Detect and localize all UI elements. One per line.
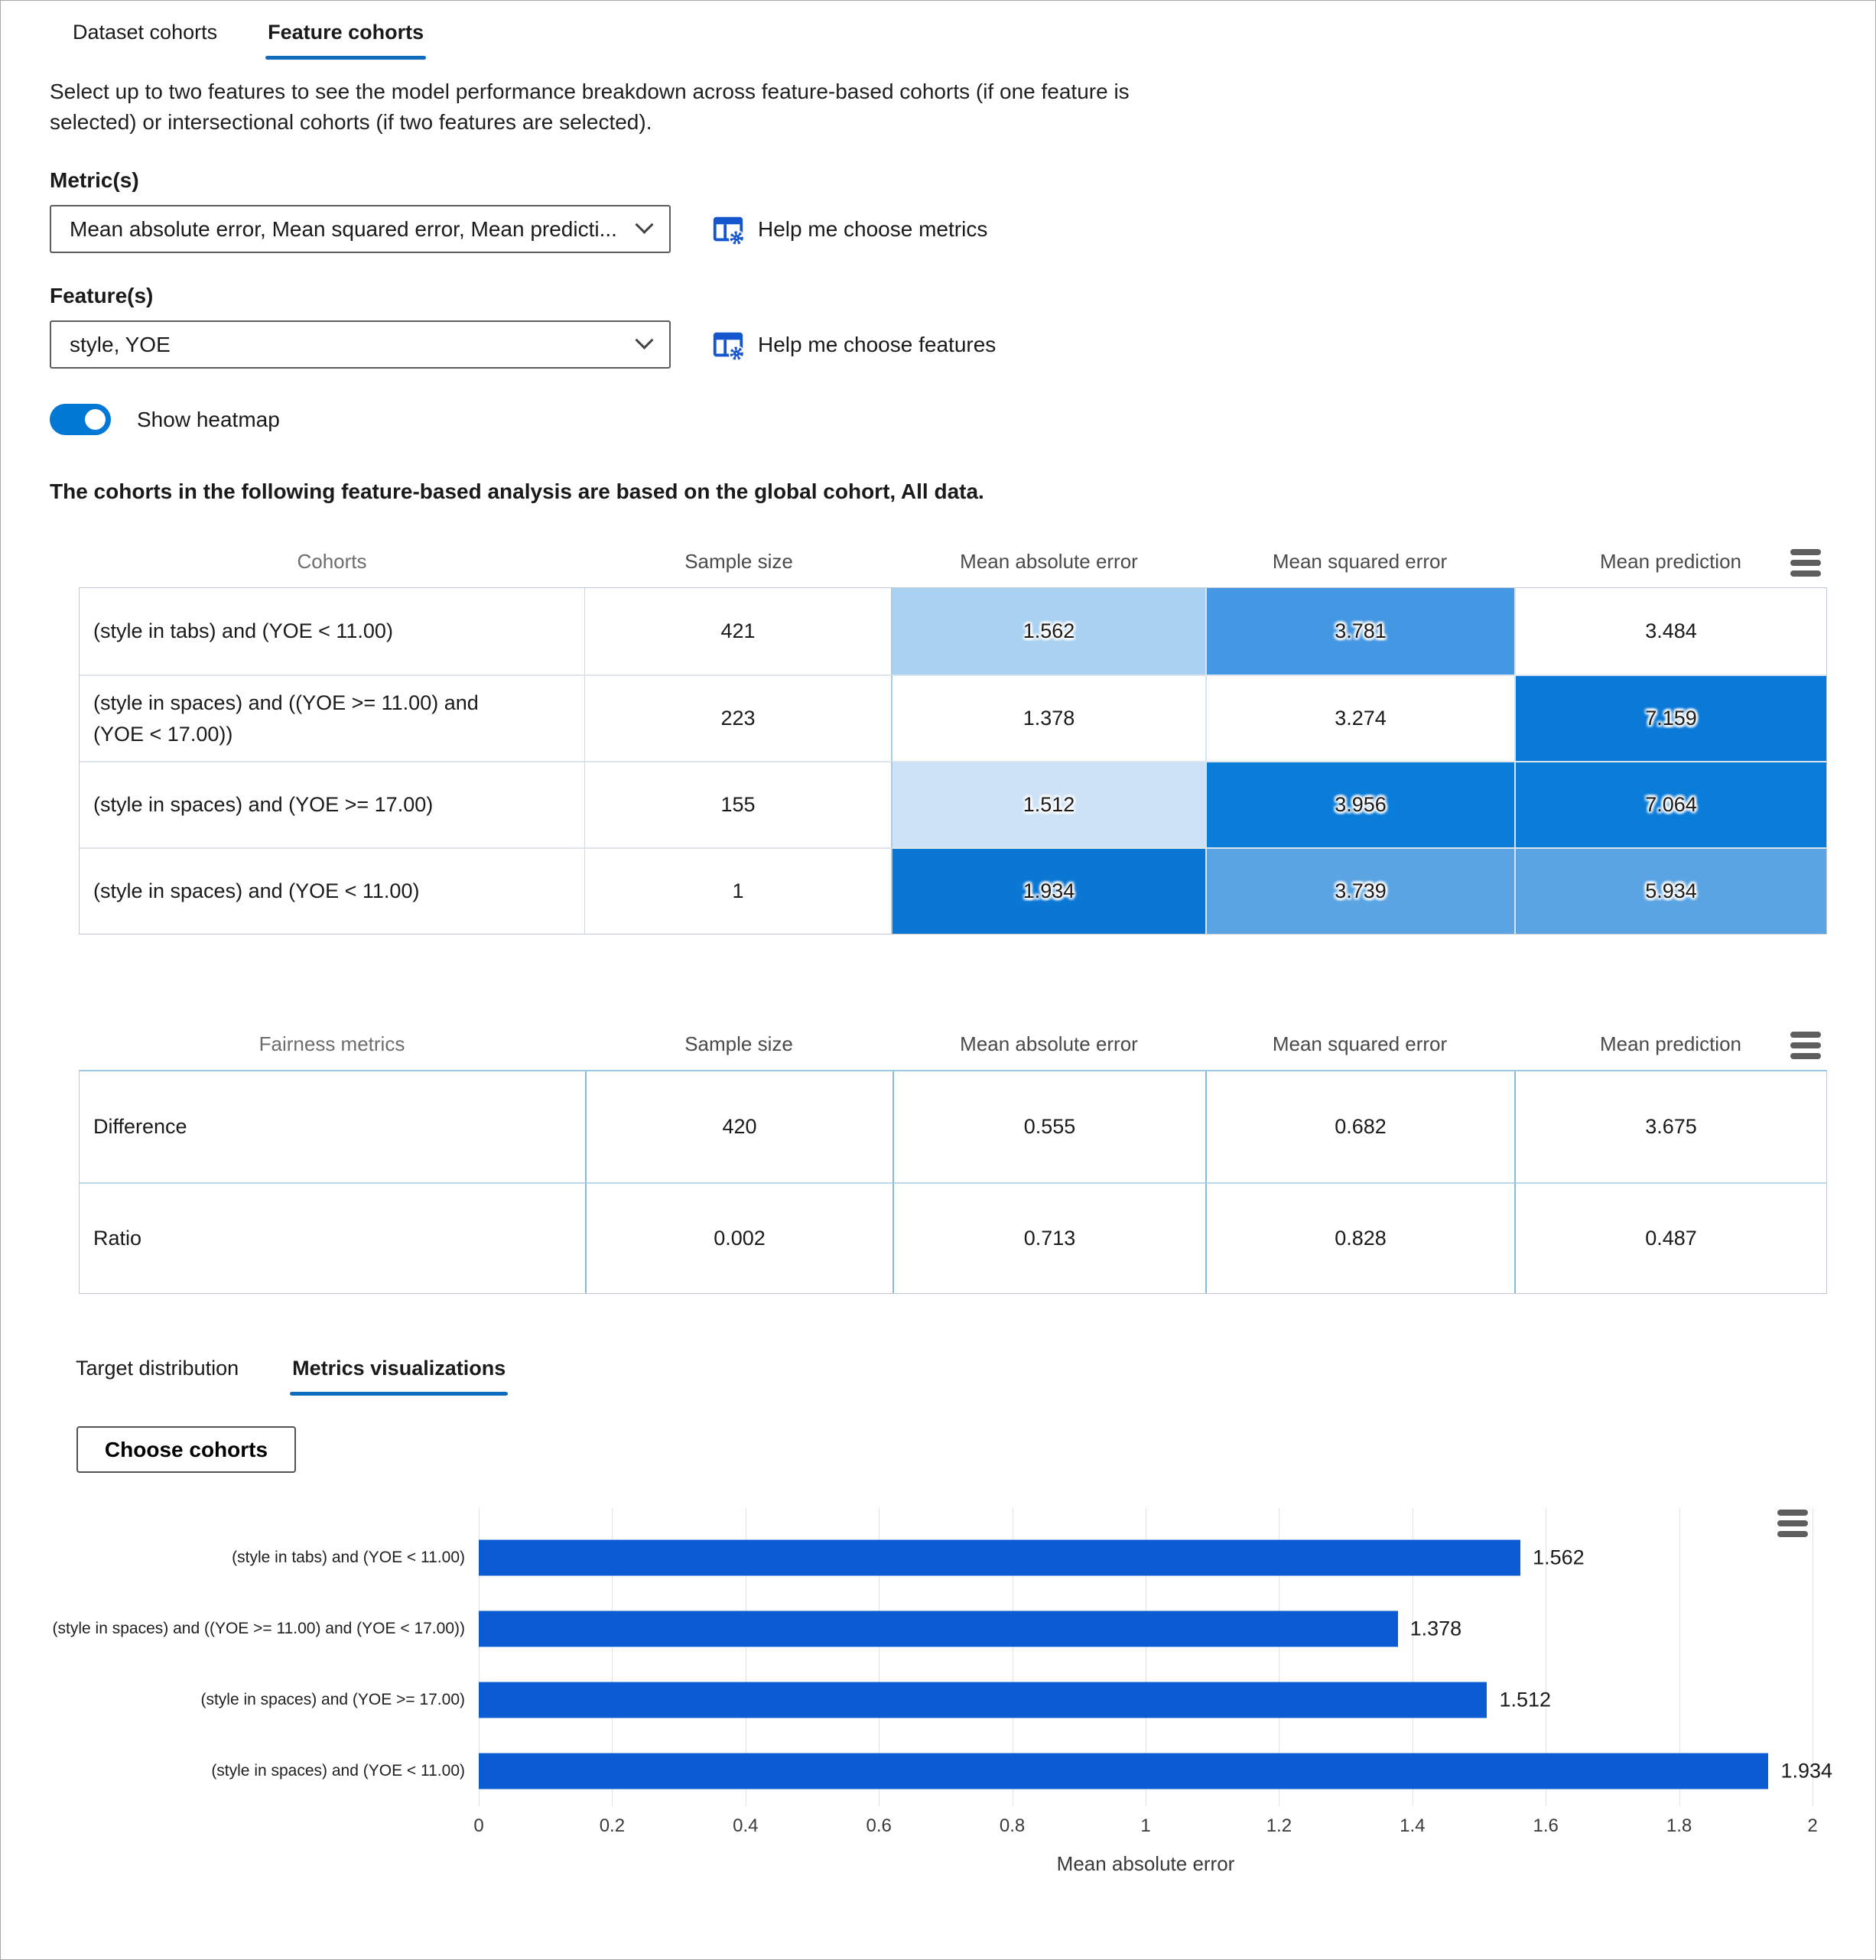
cohort-name: (style in spaces) and (YOE >= 17.00) <box>80 761 585 848</box>
cohort-tabs: Dataset cohorts Feature cohorts <box>50 8 1826 60</box>
page-description: Select up to two features to see the mod… <box>50 80 1130 135</box>
sample-size-cell: 1 <box>585 847 892 934</box>
heatmap-cell: 3.781 <box>1205 588 1514 675</box>
chart-row: (style in spaces) and (YOE >= 17.00) 1.5… <box>50 1664 1826 1735</box>
chart-row: (style in spaces) and (YOE < 11.00) 1.93… <box>50 1735 1832 1806</box>
tab-metrics-visualizations[interactable]: Metrics visualizations <box>289 1344 509 1396</box>
table-row: (style in tabs) and (YOE < 11.00) 421 1.… <box>80 588 1826 675</box>
bar-category-label: (style in spaces) and (YOE >= 17.00) <box>200 1690 465 1708</box>
fairness-value: 0.555 <box>892 1071 1205 1183</box>
heatmap-cell: 1.562 <box>892 588 1205 675</box>
bar <box>479 1682 1487 1718</box>
bar <box>479 1753 1769 1789</box>
heatmap-cell: 3.956 <box>1205 761 1514 848</box>
choose-cohorts-button[interactable]: Choose cohorts <box>76 1426 296 1474</box>
x-axis-title: Mean absolute error <box>1056 1852 1235 1876</box>
table-row: Ratio 0.002 0.713 0.828 0.487 <box>80 1182 1826 1294</box>
table-row: (style in spaces) and ((YOE >= 11.00) an… <box>80 674 1826 762</box>
chevron-down-icon <box>635 215 654 234</box>
table-row: Difference 420 0.555 0.682 3.675 <box>80 1071 1826 1183</box>
col-header-fairness-metrics: Fairness metrics <box>258 1032 405 1056</box>
col-header-sample-size: Sample size <box>684 550 793 574</box>
table-settings-icon <box>713 332 745 362</box>
cohort-name: (style in tabs) and (YOE < 11.00) <box>80 588 585 675</box>
metrics-label: Metric(s) <box>50 168 139 193</box>
heatmap-cell: 7.064 <box>1514 761 1826 848</box>
heatmap-cell: 3.274 <box>1205 674 1514 762</box>
bar-value-label: 1.562 <box>1533 1546 1585 1569</box>
tab-target-distribution[interactable]: Target distribution <box>76 1357 239 1380</box>
sample-size-cell: 421 <box>585 588 892 675</box>
col-header-mse: Mean squared error <box>1272 1032 1448 1056</box>
help-choose-metrics-link[interactable]: Help me choose metrics <box>710 212 987 247</box>
fairness-value: 420 <box>585 1071 892 1183</box>
tab-feature-cohorts[interactable]: Feature cohorts <box>265 8 427 60</box>
global-cohort-note: The cohorts in the following feature-bas… <box>50 479 984 504</box>
bar-category-label: (style in tabs) and (YOE < 11.00) <box>232 1548 465 1566</box>
bar-value-label: 1.378 <box>1409 1617 1462 1640</box>
bar <box>479 1611 1398 1647</box>
show-heatmap-toggle[interactable] <box>50 404 111 436</box>
features-dropdown-value: style, YOE <box>70 332 171 356</box>
col-header-mean-prediction: Mean prediction <box>1600 1032 1741 1056</box>
fairness-metric-name: Ratio <box>80 1182 585 1294</box>
fairness-value: 0.487 <box>1514 1182 1826 1294</box>
show-heatmap-label: Show heatmap <box>137 407 280 431</box>
heatmap-cell: 3.484 <box>1514 588 1826 675</box>
chevron-down-icon <box>635 330 654 349</box>
col-header-mae: Mean absolute error <box>960 1032 1138 1056</box>
heatmap-cell: 1.934 <box>892 847 1205 934</box>
feature-cohorts-page: Dataset cohorts Feature cohorts Select u… <box>1 1 1875 1876</box>
heatmap-cell: 7.159 <box>1514 674 1826 762</box>
fairness-table: Fairness metrics Sample size Mean absolu… <box>79 1020 1827 1295</box>
bar-value-label: 1.934 <box>1780 1759 1833 1783</box>
fairness-value: 0.828 <box>1205 1182 1514 1294</box>
bar-category-label: (style in spaces) and (YOE < 11.00) <box>211 1761 465 1780</box>
col-header-mean-prediction: Mean prediction <box>1600 550 1741 574</box>
features-label: Feature(s) <box>50 284 154 308</box>
help-choose-features-label: Help me choose features <box>758 332 997 356</box>
chart-gridlines <box>479 1508 1813 1807</box>
visualization-tabs: Target distribution Metrics visualizatio… <box>50 1344 1826 1396</box>
menu-icon[interactable] <box>1774 1507 1811 1540</box>
bar-value-label: 1.512 <box>1499 1688 1552 1711</box>
table-settings-icon <box>713 216 745 246</box>
fairness-value: 3.675 <box>1514 1071 1826 1183</box>
heatmap-cell: 3.739 <box>1205 847 1514 934</box>
help-choose-metrics-label: Help me choose metrics <box>758 216 988 241</box>
fairness-metric-name: Difference <box>80 1071 585 1183</box>
help-choose-features-link[interactable]: Help me choose features <box>710 327 996 362</box>
chart-row: (style in spaces) and ((YOE >= 11.00) an… <box>50 1593 1826 1664</box>
col-header-sample-size: Sample size <box>684 1032 793 1056</box>
heatmap-cell: 1.512 <box>892 761 1205 848</box>
fairness-value: 0.713 <box>892 1182 1205 1294</box>
features-dropdown[interactable]: style, YOE <box>50 320 671 369</box>
menu-icon[interactable] <box>1787 546 1824 580</box>
heatmap-cell: 5.934 <box>1514 847 1826 934</box>
heatmap-cell: 1.378 <box>892 674 1205 762</box>
menu-icon[interactable] <box>1787 1029 1824 1062</box>
mae-bar-chart: (style in tabs) and (YOE < 11.00) 1.562 … <box>50 1508 1832 1876</box>
col-header-mse: Mean squared error <box>1272 550 1448 574</box>
fairness-value: 0.002 <box>585 1182 892 1294</box>
cohort-name: (style in spaces) and (YOE < 11.00) <box>80 847 585 934</box>
bar-category-label: (style in spaces) and ((YOE >= 11.00) an… <box>52 1619 465 1637</box>
metrics-dropdown-value: Mean absolute error, Mean squared error,… <box>70 216 617 241</box>
metrics-dropdown[interactable]: Mean absolute error, Mean squared error,… <box>50 205 671 254</box>
col-header-cohorts: Cohorts <box>297 550 367 574</box>
bar <box>479 1539 1521 1576</box>
cohort-name: (style in spaces) and ((YOE >= 11.00) an… <box>80 674 585 762</box>
table-row: (style in spaces) and (YOE >= 17.00) 155… <box>80 761 1826 848</box>
x-axis-ticks: 0 0.2 0.4 0.6 0.8 1 1.2 1.4 1.6 1.8 2 <box>473 1815 1818 1837</box>
chart-row: (style in tabs) and (YOE < 11.00) 1.562 <box>50 1522 1826 1593</box>
fairness-value: 0.682 <box>1205 1071 1514 1183</box>
tab-dataset-cohorts[interactable]: Dataset cohorts <box>73 21 218 44</box>
sample-size-cell: 223 <box>585 674 892 762</box>
sample-size-cell: 155 <box>585 761 892 848</box>
table-row: (style in spaces) and (YOE < 11.00) 1 1.… <box>80 847 1826 934</box>
cohort-table: Cohorts Sample size Mean absolute error … <box>79 538 1827 935</box>
col-header-mae: Mean absolute error <box>960 550 1138 574</box>
